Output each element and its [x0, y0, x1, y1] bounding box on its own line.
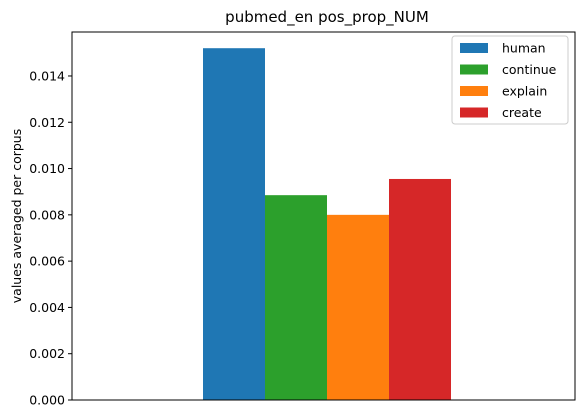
bar-explain — [327, 214, 389, 400]
bar-human — [203, 48, 265, 400]
bars-group — [203, 48, 451, 400]
legend-swatch-explain — [460, 86, 488, 96]
y-tick-label: 0.012 — [29, 115, 65, 130]
chart-title: pubmed_en pos_prop_NUM — [225, 8, 429, 27]
legend-label-continue: continue — [502, 62, 557, 77]
legend-label-explain: explain — [502, 84, 547, 99]
legend-label-human: human — [502, 41, 546, 56]
y-tick-label: 0.006 — [29, 254, 65, 269]
y-tick-label: 0.002 — [29, 346, 65, 361]
legend-swatch-human — [460, 43, 488, 53]
legend-box — [451, 35, 569, 125]
y-tick-label: 0.010 — [29, 161, 65, 176]
y-axis-label: values averaged per corpus — [9, 129, 24, 303]
bar-continue — [265, 195, 327, 400]
legend: human continue explain create — [451, 35, 569, 125]
legend-swatch-create — [460, 107, 488, 118]
bar-create — [389, 178, 451, 400]
y-axis: 0.000 0.002 0.004 0.006 0.008 0.010 0.012 0.014 — [29, 68, 72, 408]
y-tick-label: 0.000 — [29, 393, 65, 408]
legend-swatch-continue — [460, 64, 488, 75]
y-tick-label: 0.008 — [29, 207, 65, 222]
plot-frame — [71, 31, 576, 401]
legend-label-create: create — [502, 105, 542, 120]
y-tick-label: 0.004 — [29, 300, 65, 315]
y-tick-label: 0.014 — [29, 68, 65, 83]
